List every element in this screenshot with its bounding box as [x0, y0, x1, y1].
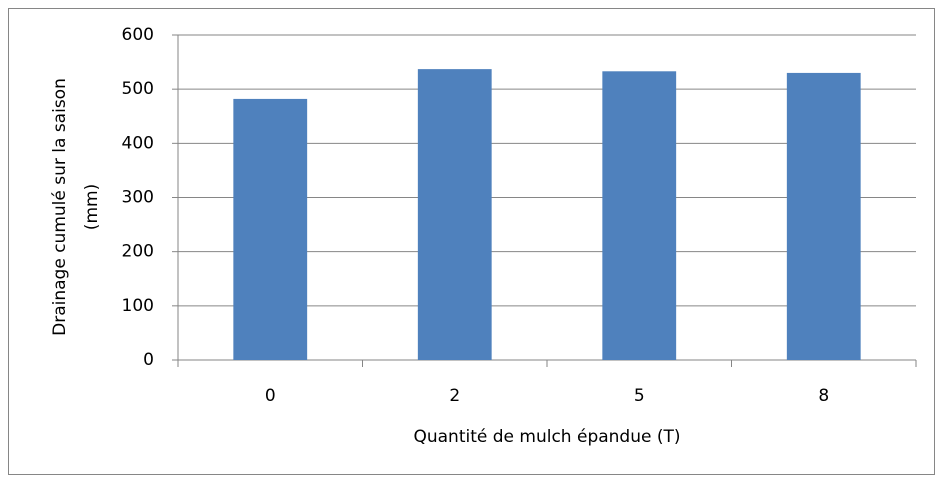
- y-tick-label: 100: [122, 296, 154, 316]
- x-axis-title: Quantité de mulch épandue (T): [413, 427, 680, 447]
- x-tick-label: 5: [634, 386, 645, 406]
- x-tick-label: 0: [265, 386, 276, 406]
- x-tick-label: 8: [818, 386, 829, 406]
- y-tick-label: 300: [122, 188, 154, 208]
- bar: [602, 71, 677, 361]
- y-axis-title: (mm): [82, 184, 102, 230]
- y-tick-label: 600: [122, 25, 154, 45]
- y-tick-label: 400: [122, 133, 154, 153]
- y-axis-title: Drainage cumulé sur la saison: [50, 78, 70, 336]
- x-tick-label: 2: [449, 386, 460, 406]
- bar: [233, 98, 308, 361]
- bar: [786, 72, 861, 361]
- bar: [417, 69, 492, 360]
- y-tick-label: 200: [122, 242, 154, 262]
- y-tick-label: 0: [143, 350, 154, 370]
- y-tick-label: 500: [122, 79, 154, 99]
